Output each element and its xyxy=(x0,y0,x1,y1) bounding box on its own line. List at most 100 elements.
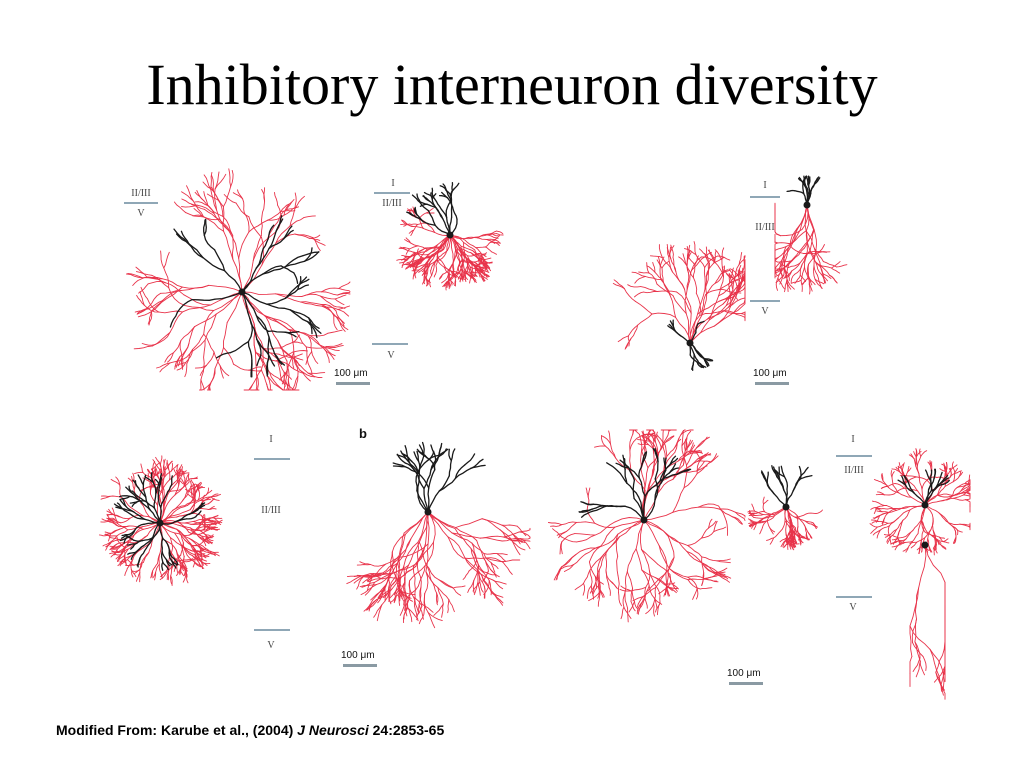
dendrite-segment xyxy=(132,479,140,489)
dendrite-segment xyxy=(771,465,778,478)
axon-segment xyxy=(458,260,471,264)
axon-segment xyxy=(438,579,453,588)
dendrite-segment xyxy=(470,458,484,470)
axon-segment xyxy=(697,503,720,508)
axon-segment xyxy=(595,568,600,584)
axon-segment xyxy=(786,279,792,290)
axon-segment xyxy=(798,535,802,545)
axon-segment xyxy=(289,208,296,227)
axon-segment xyxy=(293,376,299,391)
dendrite-segment xyxy=(606,462,619,472)
axon-segment xyxy=(587,487,591,498)
axon-segment xyxy=(948,472,952,480)
dendrite-segment xyxy=(413,451,420,462)
axon-segment xyxy=(477,234,489,238)
axon-segment xyxy=(907,541,913,549)
axon-segment xyxy=(788,262,801,268)
dendrite-segment xyxy=(448,448,452,462)
axon-segment xyxy=(598,584,604,598)
axon-segment xyxy=(222,185,232,208)
dendrite-segment xyxy=(638,462,643,479)
axon-segment xyxy=(437,257,445,266)
axon-segment xyxy=(415,543,426,567)
axon-segment xyxy=(131,475,133,483)
axon-segment xyxy=(667,574,671,588)
axon-segment xyxy=(493,241,501,244)
dendrite-segment xyxy=(940,479,950,486)
panel-letter: b xyxy=(359,426,367,441)
axon-segment xyxy=(231,234,234,260)
dendrite-segment xyxy=(161,537,164,552)
axon-segment xyxy=(402,246,411,250)
axon-segment xyxy=(181,355,184,370)
axon-segment xyxy=(117,559,124,567)
axon-segment xyxy=(475,267,484,272)
axon-segment xyxy=(181,204,198,208)
axon-segment xyxy=(181,191,194,202)
axon-segment xyxy=(806,204,810,231)
dendrite-segment xyxy=(136,557,141,567)
axon-segment xyxy=(121,545,127,555)
axon-segment xyxy=(605,569,610,586)
axon-segment xyxy=(489,239,496,243)
axon-segment xyxy=(782,247,791,265)
axon-segment xyxy=(790,248,803,262)
axon-segment xyxy=(163,470,172,479)
axon-segment xyxy=(813,229,817,250)
axon-segment xyxy=(193,548,196,559)
axon-segment xyxy=(168,472,178,481)
axon-segment xyxy=(495,233,504,236)
axon-segment xyxy=(294,192,297,210)
axon-segment xyxy=(113,553,123,556)
axon-segment xyxy=(389,577,400,590)
axon-segment xyxy=(335,310,345,324)
axon-segment xyxy=(576,534,596,543)
axon-segment xyxy=(223,230,234,260)
axon-segment xyxy=(429,278,432,288)
dendrite-segment xyxy=(262,234,270,250)
axon-segment xyxy=(612,282,625,290)
axon-segment xyxy=(900,462,905,469)
dendrite-segment xyxy=(654,460,659,480)
axon-segment xyxy=(896,519,904,530)
axon-segment xyxy=(799,263,803,276)
dendrite-segment xyxy=(450,448,456,462)
axon-segment xyxy=(486,239,495,243)
axon-segment xyxy=(299,369,311,382)
dendrite-segment xyxy=(431,187,434,198)
axon-segment xyxy=(615,457,632,472)
axon-segment xyxy=(183,294,212,306)
axon-segment xyxy=(188,537,200,548)
axon-segment xyxy=(637,313,653,326)
axon-segment xyxy=(208,386,211,391)
axon-segment xyxy=(594,522,616,528)
axon-segment xyxy=(915,456,918,466)
dendrite-segment xyxy=(130,543,136,550)
axon-segment xyxy=(627,284,642,288)
axon-segment xyxy=(658,244,663,259)
dendrite-segment xyxy=(445,189,452,196)
axon-segment xyxy=(704,252,710,264)
axon-segment xyxy=(150,468,155,475)
axon-segment xyxy=(674,437,680,449)
axon-segment xyxy=(785,520,787,534)
axon-segment xyxy=(482,557,489,572)
axon-segment xyxy=(692,264,696,279)
axon-segment xyxy=(960,486,969,492)
axon-segment xyxy=(754,514,764,516)
axon-segment xyxy=(614,517,645,523)
axon-segment xyxy=(573,553,586,566)
axon-segment xyxy=(102,542,111,547)
axon-segment xyxy=(920,450,928,457)
axon-segment xyxy=(632,595,644,602)
axon-segment xyxy=(780,229,803,237)
axon-segment xyxy=(636,595,644,608)
layer-label: II/III xyxy=(131,188,151,199)
axon-segment xyxy=(908,476,918,482)
axon-segment xyxy=(452,585,466,589)
axon-segment xyxy=(775,277,779,291)
axon-segment xyxy=(608,584,611,596)
axon-segment xyxy=(372,584,387,601)
axon-segment xyxy=(689,325,715,344)
axon-segment xyxy=(158,553,161,565)
